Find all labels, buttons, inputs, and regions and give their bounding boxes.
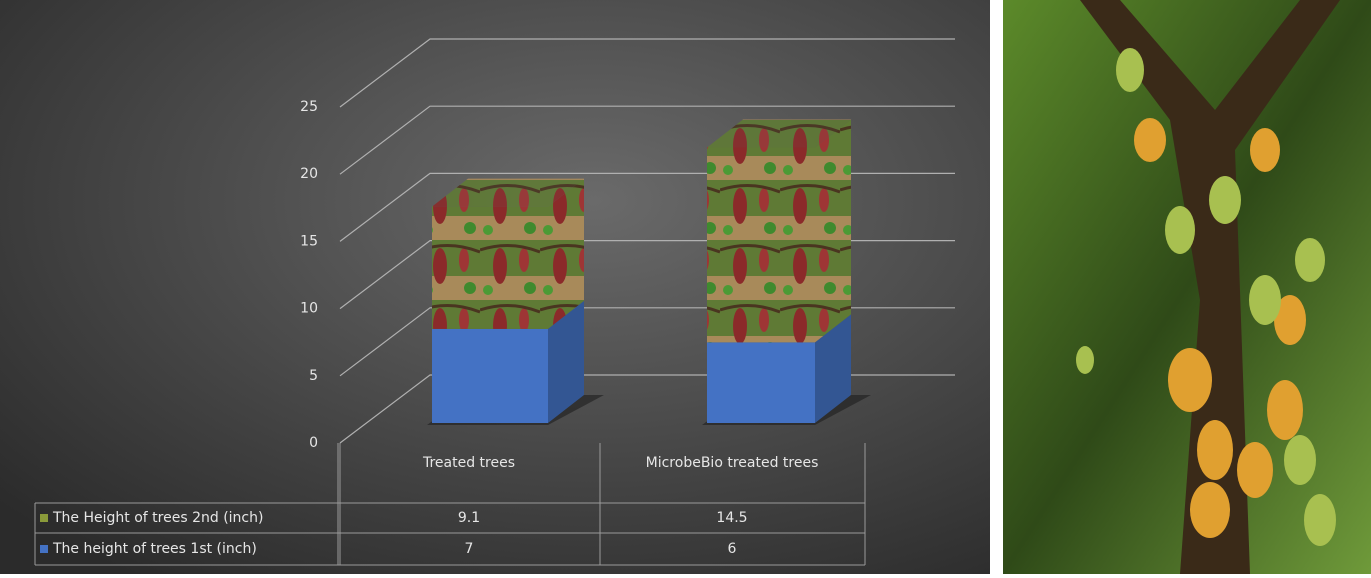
category-cell: Treated trees	[422, 455, 516, 471]
bar-segment	[432, 206, 548, 329]
y-tick-label: 0	[309, 435, 318, 451]
y-tick-label: 15	[300, 233, 318, 249]
legend-label: The height of trees 1st (inch)	[52, 541, 257, 557]
x-tick-label: Treated trees	[422, 455, 516, 471]
bar-segment-side	[548, 300, 584, 423]
y-tick-label: 5	[309, 368, 318, 384]
grid-line	[339, 38, 955, 108]
photo	[1003, 0, 1371, 574]
bar-segment	[432, 328, 548, 423]
bar-top	[707, 119, 851, 148]
bar-segment-side	[815, 119, 851, 343]
grid-line	[339, 105, 955, 175]
table-value: 9.1	[458, 510, 480, 526]
table-value: 7	[465, 541, 474, 557]
y-tick-label: 25	[300, 99, 318, 115]
legend-label: The Height of trees 2nd (inch)	[52, 510, 263, 526]
bar-segment	[707, 147, 815, 343]
table-value: 6	[728, 541, 737, 557]
legend-swatch	[40, 545, 48, 553]
bar-segment-side	[548, 178, 584, 329]
y-tick-label: 10	[300, 301, 318, 317]
y-tick-label: 20	[300, 166, 318, 182]
table-value: 14.5	[716, 510, 747, 526]
data-table	[34, 443, 866, 566]
x-tick-label: MicrobeBio treated trees	[645, 455, 819, 471]
bar-top	[432, 178, 584, 207]
legend-swatch	[40, 514, 48, 522]
category-cell: MicrobeBio treated trees	[645, 455, 819, 471]
bar-segment-side	[815, 314, 851, 423]
bar-segment	[707, 342, 815, 423]
